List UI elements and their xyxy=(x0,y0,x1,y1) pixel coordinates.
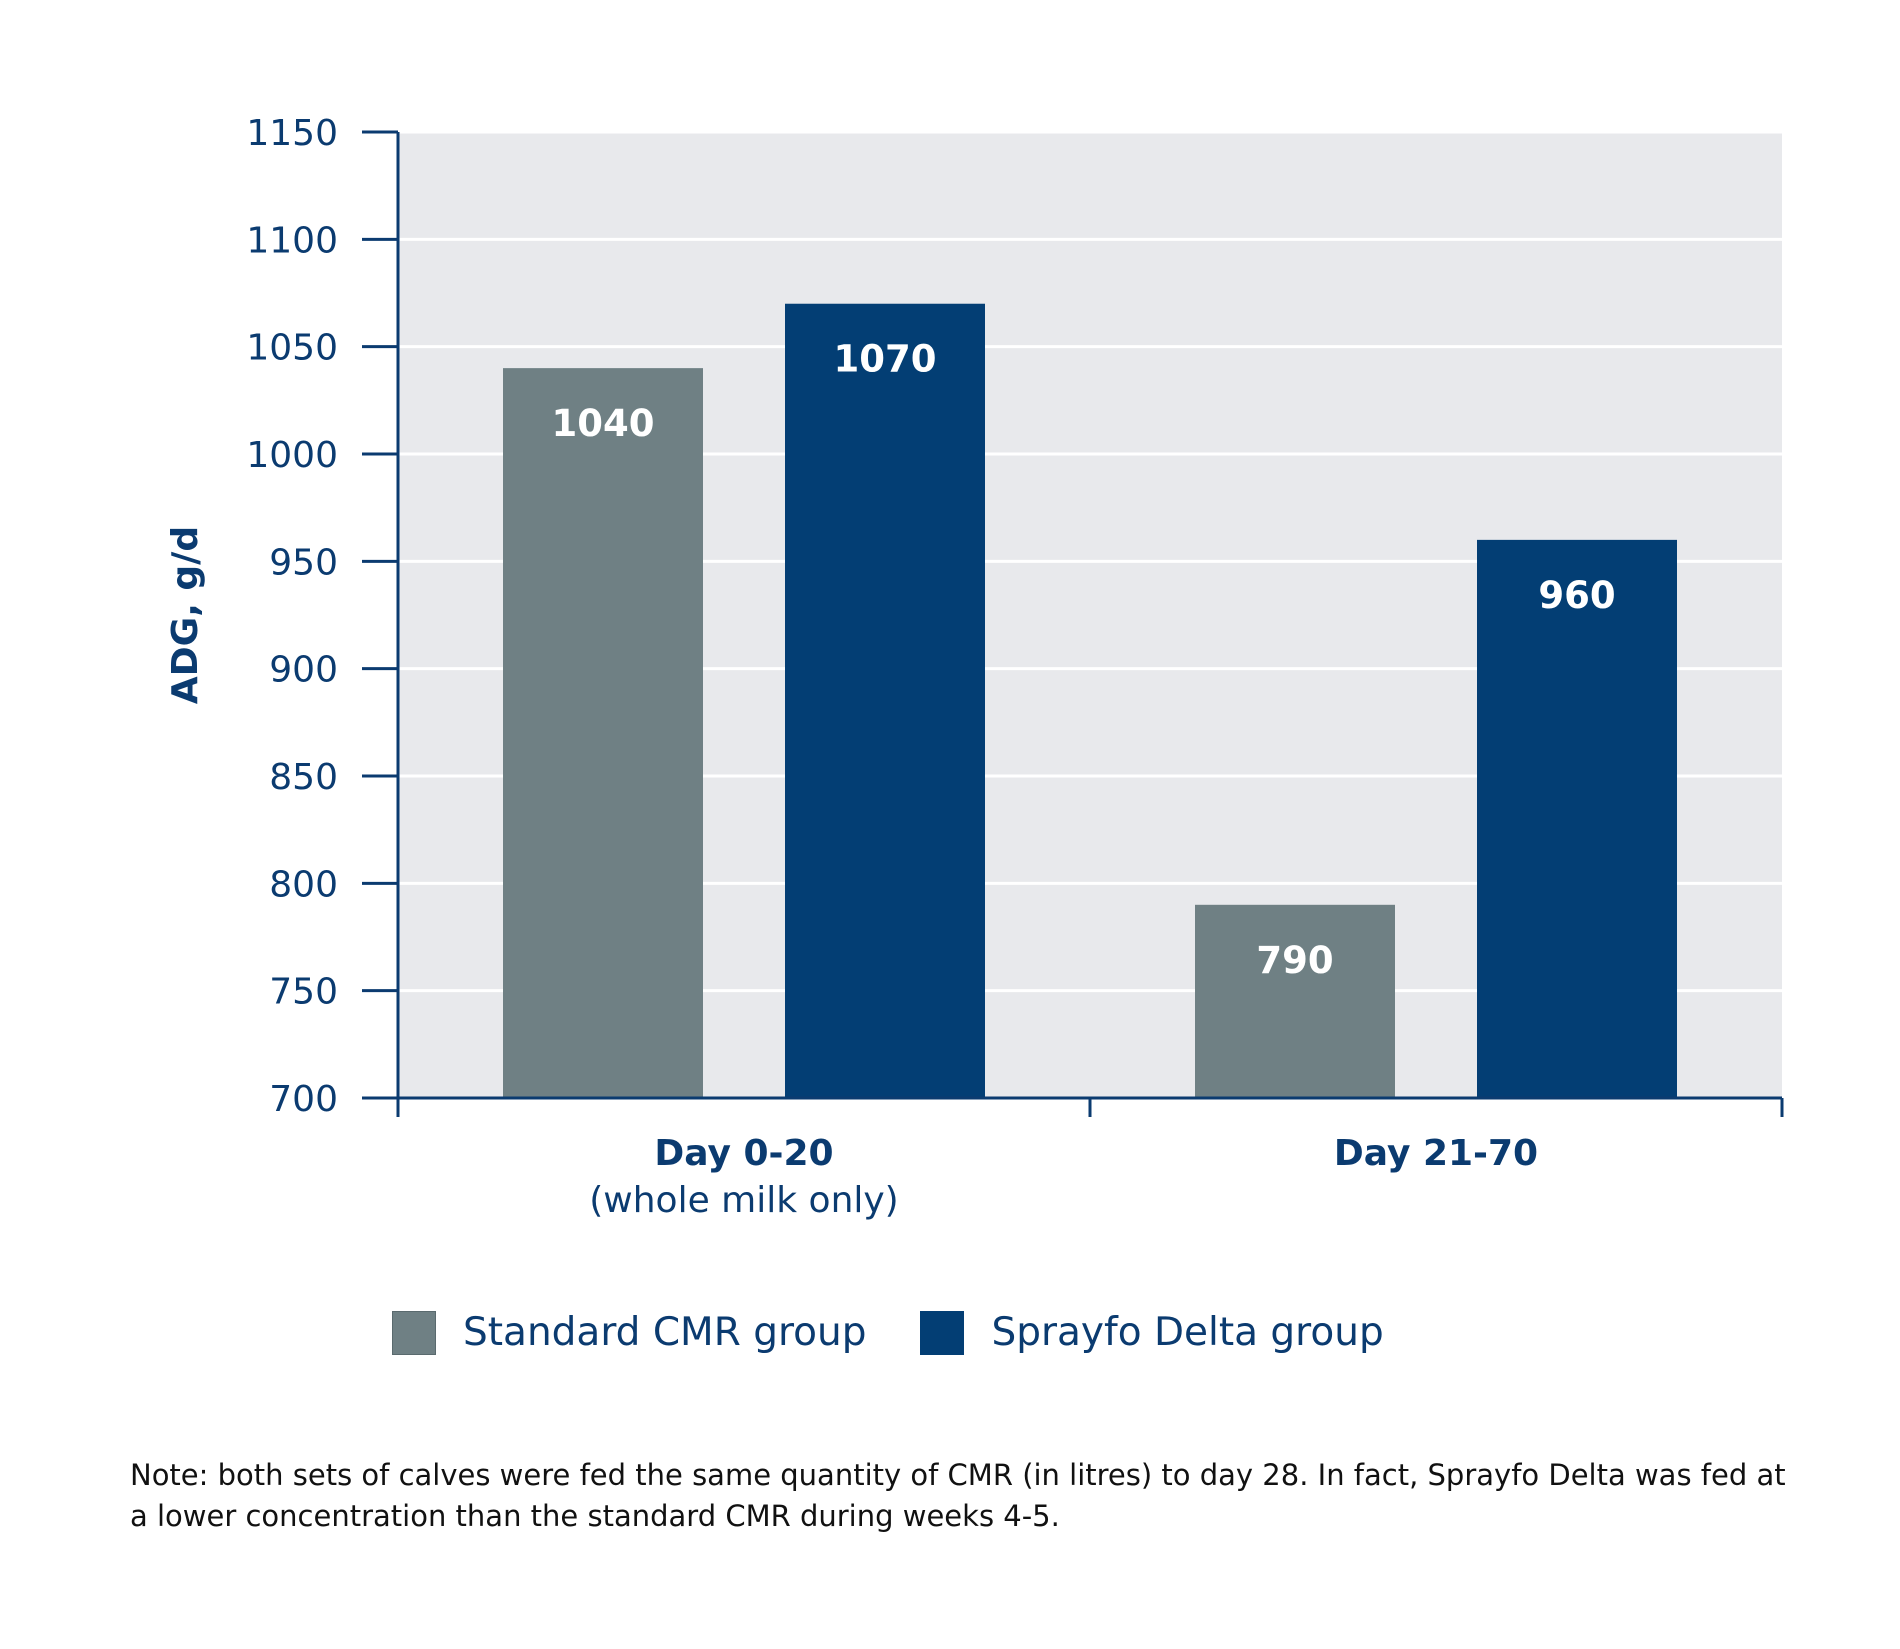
y-tick-label: 1150 xyxy=(246,113,338,154)
y-tick-label: 950 xyxy=(269,542,338,583)
legend-label-sprayfo-delta: Sprayfo Delta group xyxy=(991,1310,1384,1355)
legend-swatch-standard-cmr xyxy=(392,1310,436,1355)
bar-standard-cmr-1 xyxy=(1195,904,1395,1098)
bar-standard-cmr-0 xyxy=(503,368,703,1099)
legend-item-standard-cmr: Standard CMR group xyxy=(392,1310,866,1355)
y-tick-label: 1100 xyxy=(246,220,338,261)
y-tick-label: 700 xyxy=(269,1079,338,1120)
bar-value-label: 790 xyxy=(1256,939,1333,982)
bar-value-label: 1040 xyxy=(552,402,655,445)
y-tick-label: 800 xyxy=(269,864,338,905)
footnote: Note: both sets of calves were fed the s… xyxy=(130,1458,1786,1533)
bar-value-label: 960 xyxy=(1538,574,1615,617)
category-label: Day 0-20 xyxy=(654,1133,833,1174)
bar-sprayfo-delta-0 xyxy=(785,303,985,1098)
y-tick-label: 1000 xyxy=(246,435,338,476)
legend-swatch-sprayfo-delta xyxy=(920,1310,965,1355)
category-sublabel: (whole milk only) xyxy=(589,1180,898,1221)
y-tick-label: 850 xyxy=(269,757,338,798)
legend: Standard CMR group Sprayfo Delta group xyxy=(392,1310,1438,1355)
legend-label-standard-cmr: Standard CMR group xyxy=(463,1310,867,1355)
bar-value-label: 1070 xyxy=(834,338,937,381)
y-tick-label: 1050 xyxy=(246,328,338,369)
legend-item-sprayfo-delta: Sprayfo Delta group xyxy=(920,1310,1384,1355)
y-tick-label: 900 xyxy=(269,650,338,691)
y-axis-title: ADG, g/d xyxy=(165,526,206,704)
y-tick-label: 750 xyxy=(269,972,338,1013)
bar-sprayfo-delta-1 xyxy=(1477,539,1677,1098)
category-label: Day 21-70 xyxy=(1334,1133,1538,1174)
